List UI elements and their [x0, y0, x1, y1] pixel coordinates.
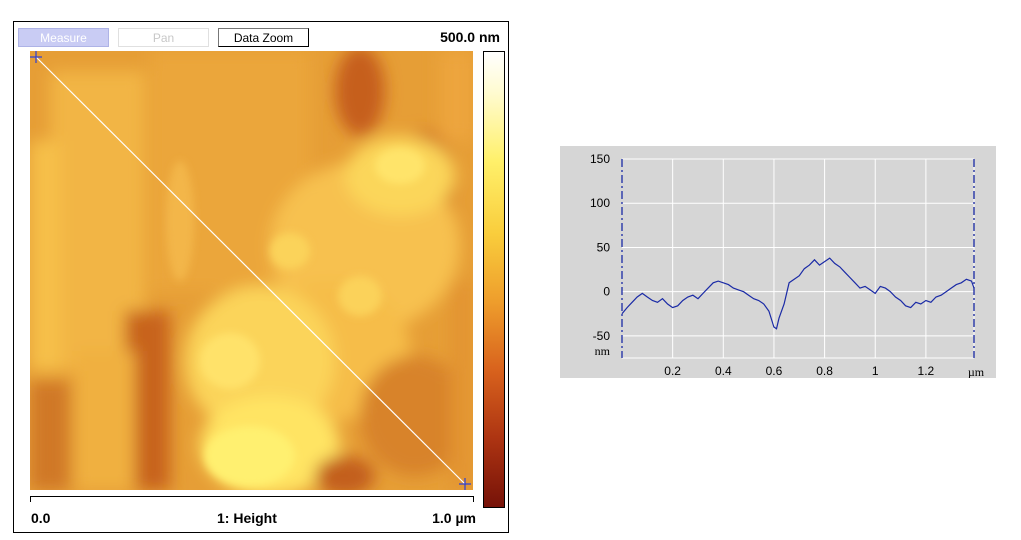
grain: [166, 161, 194, 281]
y-tick-label: -50: [593, 329, 611, 343]
height-region: [360, 356, 470, 476]
y-tick-label: 0: [603, 285, 610, 299]
grain: [338, 276, 382, 316]
height-image[interactable]: [30, 51, 473, 490]
x-tick-label: 0.4: [715, 364, 732, 378]
x-tick-label: 1: [872, 364, 879, 378]
section-start-cursor-icon: [30, 51, 42, 63]
x-tick-label: 0.2: [664, 364, 681, 378]
height-region: [75, 351, 135, 490]
x-axis-unit-label: µm: [968, 365, 985, 378]
y-tick-label: 50: [597, 240, 611, 254]
x-tick-label: 1.2: [918, 364, 935, 378]
section-profile-chart[interactable]: 150 100 50 0 -50 nm 0.2 0.4 0.6 0.8 1 1.2 µm: [560, 146, 996, 378]
pan-button[interactable]: Pan: [118, 28, 209, 47]
height-region: [30, 381, 70, 490]
profile-section-line: [35, 56, 466, 485]
y-tick-label: 150: [590, 152, 610, 166]
height-region: [315, 456, 375, 490]
x-tick-label: 0.6: [766, 364, 783, 378]
profile-series-line: [621, 257, 975, 330]
scan-size-scale-bar: [30, 496, 474, 502]
data-zoom-button[interactable]: Data Zoom: [218, 28, 309, 47]
y-tick-label: 100: [590, 196, 610, 210]
height-region: [450, 281, 473, 490]
scale-max-label: 1.0 µm: [432, 510, 476, 526]
section-end-cursor-icon: [459, 478, 471, 490]
afm-image-panel: Measure Pan Data Zoom 500.0 nm: [13, 21, 509, 533]
height-region: [30, 141, 60, 371]
height-region: [335, 51, 385, 136]
channel-label: 1: Height: [217, 510, 277, 526]
grain: [375, 148, 425, 184]
grain: [205, 426, 295, 486]
measure-button[interactable]: Measure: [18, 28, 109, 47]
height-color-scale: [483, 51, 505, 508]
y-axis-unit-label: nm: [595, 344, 611, 358]
z-range-label: 500.0 nm: [440, 29, 500, 45]
x-tick-label: 0.8: [816, 364, 833, 378]
scale-min-label: 0.0: [31, 510, 51, 526]
height-region: [440, 51, 473, 141]
grain: [200, 333, 260, 389]
grain: [270, 233, 310, 269]
